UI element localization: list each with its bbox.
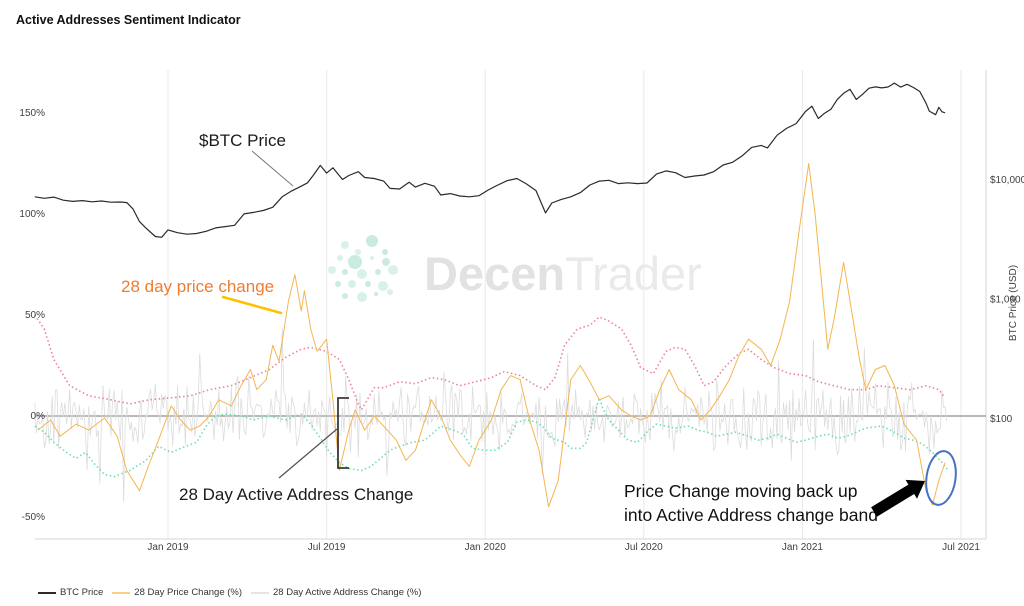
watermark-light: Trader xyxy=(565,247,702,300)
legend-label: BTC Price xyxy=(60,587,104,598)
logo-dot xyxy=(365,281,371,287)
decentrader-watermark: DecenTrader xyxy=(328,235,702,302)
axis-ticks: Jan 2019 Jul 2019 Jan 2020 Jul 2020 Jan 2021… xyxy=(19,108,1024,553)
logo-dot xyxy=(335,281,341,287)
btc-price-annotation: $BTC Price xyxy=(199,131,286,150)
logo-dot xyxy=(387,289,393,295)
legend-item-28-day-price-change[interactable]: 28 Day Price Change (%) xyxy=(112,587,242,598)
28-day-price-change-series xyxy=(37,163,946,508)
active-address-pointer-line xyxy=(278,428,338,479)
y-right-tick-label: $10,000 xyxy=(990,175,1024,186)
logo-dot xyxy=(388,265,398,275)
x-tick-label: Jan 2020 xyxy=(465,542,507,553)
active-address-change-lower-band-series xyxy=(34,397,949,478)
btc-price-pointer-line xyxy=(251,150,294,187)
y-left-tick-label: 50% xyxy=(25,310,45,321)
legend-label: 28 Day Active Address Change (%) xyxy=(273,587,422,598)
y-right-tick-label: $1,000 xyxy=(990,295,1021,306)
callout-line1: Price Change moving back up xyxy=(624,481,857,501)
logo-dot xyxy=(357,269,367,279)
chart-legend: BTC Price 28 Day Price Change (%) 28 Day A… xyxy=(38,587,421,598)
logo-dot xyxy=(375,269,381,275)
logo-dot xyxy=(357,292,367,302)
logo-dot xyxy=(374,292,378,296)
x-tick-label: Jan 2021 xyxy=(782,542,824,553)
decentrader-logo xyxy=(328,235,398,302)
logo-dot xyxy=(355,249,361,255)
page-title: Active Addresses Sentiment Indicator xyxy=(16,13,241,27)
y-right-tick-label: $100 xyxy=(990,414,1013,425)
logo-dot xyxy=(328,266,336,274)
legend-item-28-day-active-address-change[interactable]: 28 Day Active Address Change (%) xyxy=(251,587,421,598)
logo-dot xyxy=(370,256,374,260)
series-lines xyxy=(34,82,949,508)
logo-dot xyxy=(342,293,348,299)
x-tick-label: Jul 2021 xyxy=(942,542,980,553)
active-address-annotation: 28 Day Active Address Change xyxy=(179,485,413,504)
watermark-text: DecenTrader xyxy=(424,247,702,300)
y-left-tick-label: 150% xyxy=(19,108,45,119)
logo-dot xyxy=(382,258,390,266)
logo-dot xyxy=(342,269,348,275)
legend-swatch xyxy=(38,591,56,594)
btc-price-series xyxy=(34,82,946,238)
logo-dot xyxy=(341,241,349,249)
highlight-ellipse xyxy=(925,450,957,506)
logo-dot xyxy=(348,280,356,288)
right-axis-label: BTC Price (USD) xyxy=(1008,265,1019,341)
legend-item-btc-price[interactable]: BTC Price xyxy=(38,587,103,598)
legend-label: 28 Day Price Change (%) xyxy=(134,587,243,598)
watermark-bold: Decen xyxy=(424,247,565,300)
annotation-price-change: 28 day price change xyxy=(121,277,283,315)
logo-dot xyxy=(366,235,378,247)
annotation-btc-price: $BTC Price xyxy=(199,131,294,187)
y-left-tick-label: 0% xyxy=(31,411,46,422)
logo-dot xyxy=(382,249,388,255)
logo-dot xyxy=(337,255,343,261)
legend-swatch xyxy=(251,591,270,594)
x-tick-label: Jul 2019 xyxy=(308,542,346,553)
price-change-annotation: 28 day price change xyxy=(121,277,274,296)
x-tick-label: Jul 2020 xyxy=(625,542,663,553)
price-change-pointer-line xyxy=(221,295,283,315)
x-tick-label: Jan 2019 xyxy=(147,542,189,553)
annotation-active-address: 28 Day Active Address Change xyxy=(179,397,413,504)
callout-line2: into Active Address change band xyxy=(624,505,878,525)
28-day-active-address-change-series xyxy=(34,328,948,502)
logo-dot xyxy=(348,255,362,269)
gridlines xyxy=(35,70,987,540)
logo-dot xyxy=(378,281,388,291)
active-address-change-upper-band-series xyxy=(34,314,946,411)
legend-swatch xyxy=(112,591,131,594)
y-left-tick-label: 100% xyxy=(19,209,45,220)
y-left-tick-label: -50% xyxy=(22,512,45,523)
annotation-callout: Price Change moving back up into Active … xyxy=(624,450,957,525)
callout-arrow-icon xyxy=(871,479,925,517)
active-address-bracket xyxy=(337,397,349,469)
